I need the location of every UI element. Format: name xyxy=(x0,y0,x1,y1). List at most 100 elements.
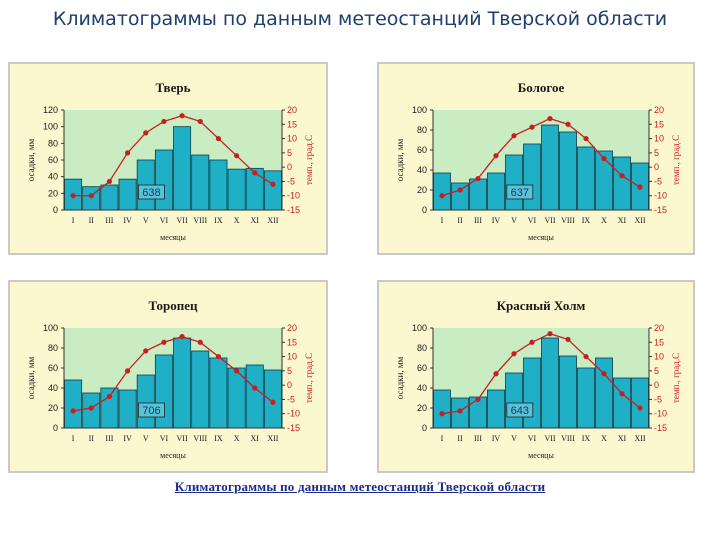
x-tick-label: X xyxy=(234,434,240,443)
temperature-point xyxy=(601,155,607,162)
temperature-point xyxy=(197,118,203,125)
temperature-point xyxy=(215,135,222,142)
chart-title: Бологое xyxy=(518,80,565,95)
y2-tick-label: -15 xyxy=(287,205,300,215)
x-tick-label: IV xyxy=(492,216,501,225)
x-tick-label: VI xyxy=(528,216,537,225)
temperature-point xyxy=(161,118,167,125)
temperature-point xyxy=(439,411,445,417)
y-tick-label: 0 xyxy=(422,423,427,433)
temperature-point xyxy=(601,371,607,377)
y2-tick-label: 10 xyxy=(287,352,297,362)
temperature-point xyxy=(439,193,445,199)
x-tick-label: III xyxy=(105,216,113,225)
x-tick-label: II xyxy=(457,216,463,225)
precipitation-bar xyxy=(209,159,228,211)
temperature-point xyxy=(637,405,643,411)
temperature-point xyxy=(457,187,463,193)
precipitation-bar xyxy=(523,357,541,429)
y-tick-label: 100 xyxy=(43,122,58,132)
plot-area xyxy=(64,110,282,210)
y2-tick-label: -5 xyxy=(287,394,295,404)
x-tick-label: X xyxy=(234,216,240,225)
y2-tick-label: 5 xyxy=(654,148,659,158)
precipitation-bar xyxy=(263,369,282,429)
climatogram-panel-toropets: Торопец 0 20 40 60 80 100 -15 -10 -5 0 5 10 15 20 706 I I… xyxy=(8,280,328,473)
precipitation-bar xyxy=(191,154,210,211)
y2-tick-label: -10 xyxy=(654,409,667,419)
precipitation-bar xyxy=(523,143,541,211)
x-tick-label: VIII xyxy=(193,216,207,225)
y2-tick-label: 20 xyxy=(654,323,664,333)
temperature-line xyxy=(72,335,274,412)
temperature-point xyxy=(583,353,589,360)
x-tick-label: V xyxy=(511,216,517,225)
x-tick-label: VII xyxy=(177,216,188,225)
precipitation-bar xyxy=(541,124,559,211)
y2-tick-label: 0 xyxy=(287,380,292,390)
temperature-point xyxy=(637,184,643,190)
y-tick-label: 0 xyxy=(53,205,58,215)
y2-tick-label: -15 xyxy=(654,423,667,433)
x-tick-label: IV xyxy=(492,434,501,443)
x-tick-label: V xyxy=(511,434,517,443)
climatogram-chart: Тверь 0 20 40 60 80 100 120 -15 -10 -5 0 5 10 15 20 638 I… xyxy=(26,80,314,242)
y-tick-label: 80 xyxy=(48,138,58,148)
temperature-point xyxy=(233,153,240,159)
total-precipitation-label: 638 xyxy=(142,187,160,199)
plot-area xyxy=(64,328,282,428)
y2-tick-label: 10 xyxy=(287,134,297,144)
precipitation-bar xyxy=(245,364,264,429)
temperature-point xyxy=(143,130,149,136)
temperature-point xyxy=(511,351,517,357)
y-tick-label: 60 xyxy=(48,363,58,373)
y2-tick-label: 0 xyxy=(287,162,292,172)
precipitation-bar xyxy=(577,146,595,211)
precipitation-bar xyxy=(118,178,137,211)
temperature-point xyxy=(475,175,481,182)
temperature-point xyxy=(270,181,276,187)
x-axis-title: месяцы xyxy=(160,233,186,242)
x-tick-label: XII xyxy=(267,216,278,225)
precipitation-bar xyxy=(469,178,487,211)
precipitation-bar xyxy=(433,389,451,429)
x-tick-label: VII xyxy=(544,434,555,443)
y2-tick-label: -15 xyxy=(287,423,300,433)
temperature-line xyxy=(73,115,274,197)
precipitation-bar xyxy=(559,355,577,429)
y2-tick-label: 15 xyxy=(654,119,664,129)
total-precipitation-box xyxy=(506,184,534,200)
plot-area xyxy=(433,328,649,428)
precipitation-bar xyxy=(173,126,192,211)
y-tick-label: 40 xyxy=(48,172,58,182)
y2-tick-label: 5 xyxy=(287,366,292,376)
temperature-point xyxy=(233,368,240,374)
precipitation-bar xyxy=(613,377,631,429)
y2-axis-title: темп., град.С xyxy=(671,353,681,403)
x-axis-title: месяцы xyxy=(528,233,554,242)
temperature-point xyxy=(88,193,94,199)
total-precipitation-label: 637 xyxy=(511,187,529,199)
x-tick-label: XI xyxy=(251,434,260,443)
total-precipitation-box xyxy=(506,402,534,418)
temperature-point xyxy=(197,339,203,345)
precipitation-bar xyxy=(64,379,83,429)
temperature-point xyxy=(179,333,185,340)
temperature-point xyxy=(511,133,517,139)
x-tick-label: III xyxy=(474,434,482,443)
chart-title: Красный Холм xyxy=(497,298,586,313)
y2-tick-label: 15 xyxy=(287,119,297,129)
y-tick-label: 40 xyxy=(417,383,427,393)
y2-tick-label: 10 xyxy=(654,352,664,362)
precipitation-bar xyxy=(191,350,210,429)
x-tick-label: II xyxy=(89,216,95,225)
x-tick-label: XII xyxy=(267,434,278,443)
x-tick-label: IV xyxy=(123,216,132,225)
chart-title: Торопец xyxy=(148,298,198,313)
x-tick-label: XI xyxy=(251,216,260,225)
temperature-point xyxy=(547,115,553,122)
y2-tick-label: -5 xyxy=(654,176,662,186)
precipitation-bar xyxy=(118,389,137,429)
temperature-point xyxy=(179,113,185,119)
x-tick-label: X xyxy=(601,216,607,225)
